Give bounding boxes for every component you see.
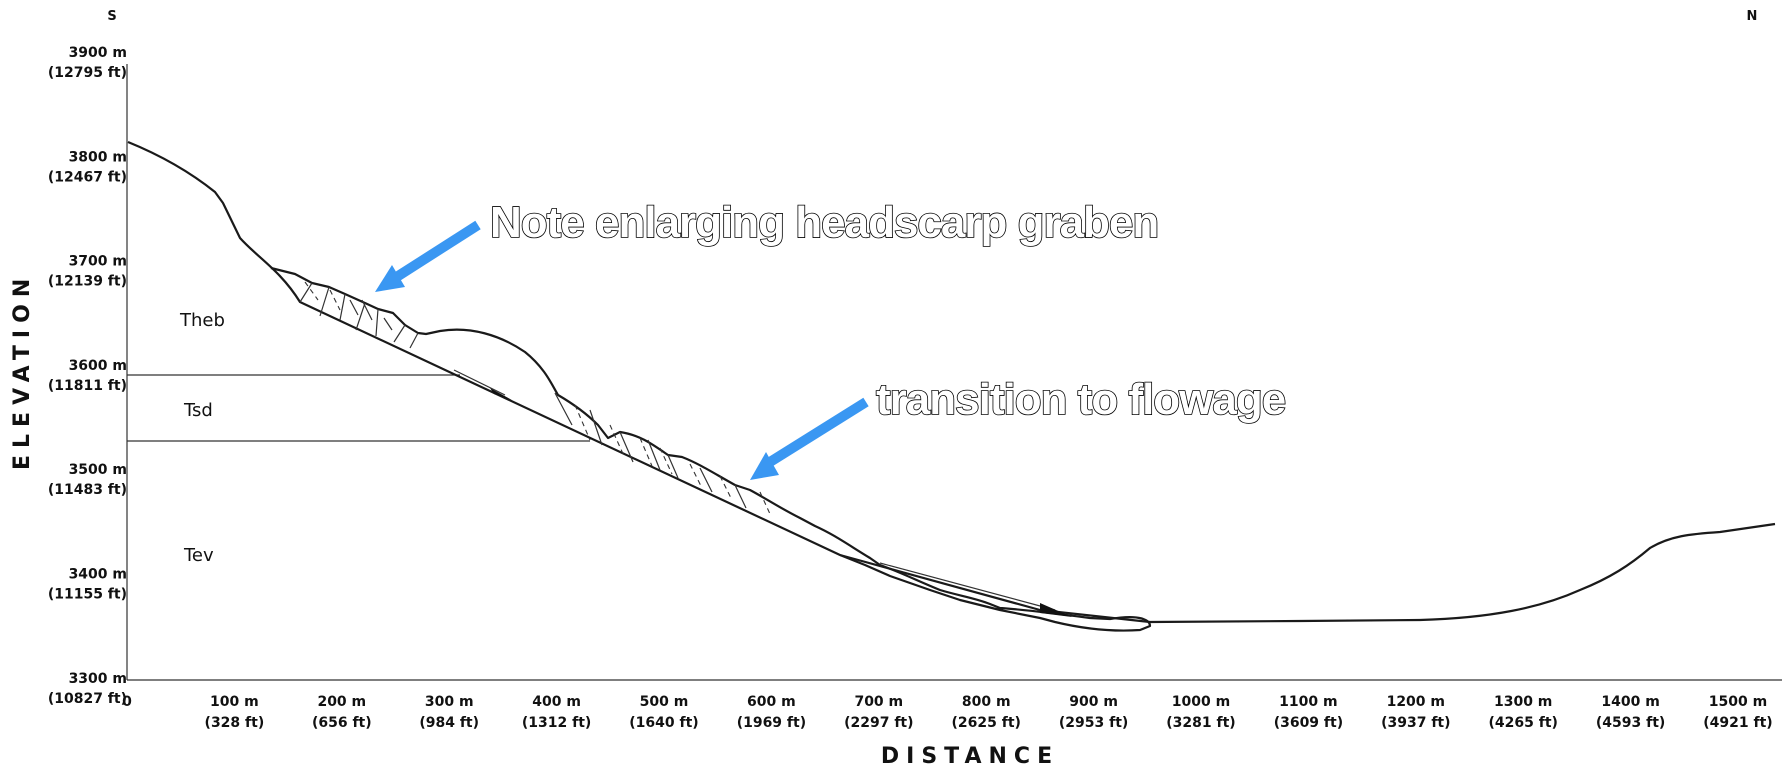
x-tick-label-ft: (3609 ft) xyxy=(1274,715,1343,731)
x-tick-label-m: 300 m xyxy=(425,694,474,710)
y-tick-label-m: 3700 m xyxy=(69,254,127,270)
ground-surface-profile xyxy=(127,140,1776,624)
x-tick-label-m: 600 m xyxy=(747,694,796,710)
x-tick-label-m: 1400 m xyxy=(1601,694,1659,710)
y-tick-label-ft: (11811 ft) xyxy=(48,378,127,394)
x-tick-label-ft: (656 ft) xyxy=(312,715,372,731)
y-tick-label-m: 3900 m xyxy=(69,45,127,61)
unit-label-tev: Tev xyxy=(183,545,214,566)
y-tick-label-m: 3400 m xyxy=(69,567,127,583)
x-tick-label-ft: (984 ft) xyxy=(419,715,479,731)
unit-label-theb: Theb xyxy=(179,310,225,331)
x-tick-label-m: 1200 m xyxy=(1387,694,1445,710)
y-tick-labels: 3900 m (12795 ft) 3800 m (12467 ft) 3700 m (1… xyxy=(48,45,127,707)
annotation-transition-flowage: transition to flowage xyxy=(876,375,1285,424)
direction-north: N xyxy=(1747,9,1758,24)
headscarp-dashed-fractures xyxy=(304,281,341,311)
x-tick-label-ft: (3281 ft) xyxy=(1166,715,1235,731)
x-tick-label-ft: (4593 ft) xyxy=(1596,715,1665,731)
y-tick-label-m: 3800 m xyxy=(69,149,127,165)
y-tick-label-ft: (12795 ft) xyxy=(48,65,127,81)
x-tick-label-m: 0 xyxy=(122,694,132,710)
x-axis-title: DISTANCE xyxy=(881,744,1059,769)
unit-label-tsd: Tsd xyxy=(183,400,213,421)
annotation-headscarp-graben: Note enlarging headscarp graben xyxy=(490,198,1158,247)
x-tick-label-m: 1300 m xyxy=(1494,694,1552,710)
y-tick-label-m: 3500 m xyxy=(69,462,127,478)
y-tick-label-ft: (12139 ft) xyxy=(48,274,127,290)
x-tick-label-ft: (2297 ft) xyxy=(844,715,913,731)
x-tick-label-m: 1100 m xyxy=(1279,694,1337,710)
y-tick-label-ft: (11483 ft) xyxy=(48,482,127,498)
x-tick-label-ft: (1640 ft) xyxy=(629,715,698,731)
y-tick-label-ft: (12467 ft) xyxy=(48,169,127,185)
x-tick-label-m: 800 m xyxy=(962,694,1011,710)
x-tick-label-m: 100 m xyxy=(210,694,259,710)
x-tick-label-m: 700 m xyxy=(854,694,903,710)
x-tick-label-ft: (3937 ft) xyxy=(1381,715,1450,731)
y-tick-label-m: 3600 m xyxy=(69,358,127,374)
x-tick-labels: 0 100 m (328 ft) 200 m (656 ft) 300 m (984 ft)… xyxy=(122,694,1773,731)
slide-mass-outline-upper xyxy=(270,266,1152,632)
transition-dashed-fractures xyxy=(574,404,771,515)
x-tick-label-ft: (328 ft) xyxy=(205,715,265,731)
x-tick-label-m: 900 m xyxy=(1069,694,1118,710)
x-tick-label-ft: (4921 ft) xyxy=(1703,715,1772,731)
x-tick-label-ft: (1969 ft) xyxy=(737,715,806,731)
transition-block-faults xyxy=(554,392,747,509)
y-tick-label-m: 3300 m xyxy=(69,671,127,687)
headscarp-annotation-arrow xyxy=(375,220,481,292)
direction-south: S xyxy=(107,9,116,24)
headscarp-block-faults xyxy=(299,282,419,349)
x-tick-label-m: 1000 m xyxy=(1172,694,1230,710)
slip-arrow-upper-head xyxy=(490,388,512,400)
slip-arrow-lower-head xyxy=(1040,603,1072,617)
x-tick-label-ft: (4265 ft) xyxy=(1488,715,1557,731)
flowage-annotation-arrow xyxy=(750,397,869,480)
y-tick-label-ft: (10827 ft) xyxy=(48,691,127,707)
x-tick-label-m: 200 m xyxy=(317,694,366,710)
x-tick-label-m: 400 m xyxy=(532,694,581,710)
x-tick-label-m: 1500 m xyxy=(1709,694,1767,710)
slip-arrow-upper-shaft xyxy=(453,369,506,396)
x-tick-label-ft: (2625 ft) xyxy=(951,715,1020,731)
x-tick-label-m: 500 m xyxy=(640,694,689,710)
slip-arrow-lower-shaft xyxy=(879,562,1056,611)
x-tick-label-ft: (2953 ft) xyxy=(1059,715,1128,731)
y-tick-label-ft: (11155 ft) xyxy=(48,587,127,603)
y-axis-title: ELEVATION xyxy=(10,272,35,470)
x-tick-label-ft: (1312 ft) xyxy=(522,715,591,731)
